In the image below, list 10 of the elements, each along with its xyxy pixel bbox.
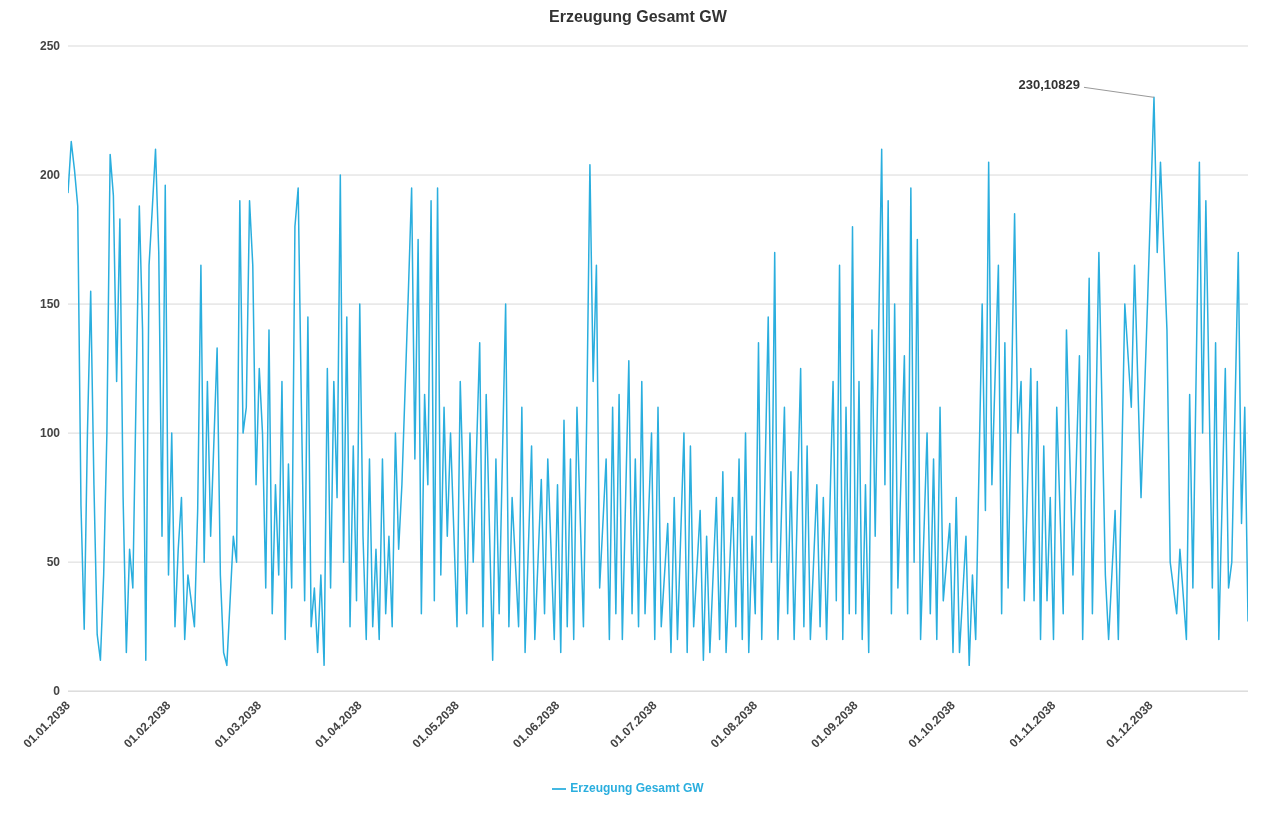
chart-title: Erzeugung Gesamt GW [548, 8, 728, 26]
legend-label: Erzeugung Gesamt GW [570, 781, 704, 796]
y-tick-label: 0 [53, 684, 61, 699]
line-series [68, 96, 1248, 667]
y-tick-label: 100 [39, 426, 61, 441]
y-tick-label: 50 [46, 555, 61, 570]
y-tick-label: 200 [39, 168, 61, 183]
annotation: 230,10829 [1018, 77, 1080, 93]
y-tick-label: 150 [39, 297, 61, 312]
y-tick-label: 250 [39, 39, 61, 54]
